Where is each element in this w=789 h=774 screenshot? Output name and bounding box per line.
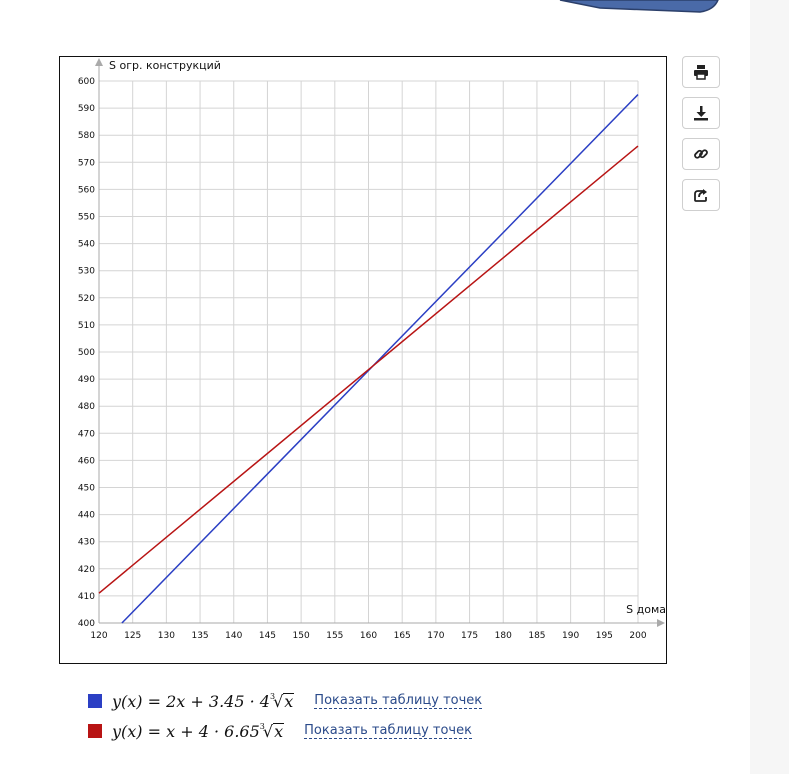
x-axis-label: S дома (626, 603, 666, 616)
y-tick-label: 510 (78, 321, 95, 331)
y-tick-label: 520 (78, 294, 95, 304)
print-icon (694, 65, 708, 80)
legend: y(x) = 2x + 3.45 · 43√x Показать таблицу… (88, 686, 483, 746)
x-tick-label: 190 (562, 631, 579, 641)
x-tick-label: 195 (596, 631, 613, 641)
x-tick-label: 145 (259, 631, 276, 641)
legend-row: y(x) = 2x + 3.45 · 43√x Показать таблицу… (88, 686, 483, 716)
chart-toolbar (682, 56, 722, 220)
show-points-table-link[interactable]: Показать таблицу точек (304, 723, 472, 739)
x-tick-label: 125 (124, 631, 141, 641)
link-icon (694, 149, 708, 159)
x-tick-label: 165 (394, 631, 411, 641)
x-tick-label: 155 (326, 631, 343, 641)
x-tick-label: 150 (293, 631, 310, 641)
show-points-table-link[interactable]: Показать таблицу точек (314, 693, 483, 709)
y-tick-label: 430 (78, 538, 95, 548)
y-tick-label: 490 (78, 375, 95, 385)
x-tick-label: 200 (629, 631, 646, 641)
y-axis-arrow (95, 58, 103, 66)
x-tick-label: 175 (461, 631, 478, 641)
y-tick-label: 540 (78, 240, 95, 250)
legend-swatch-blue (88, 694, 102, 708)
x-tick-label: 185 (528, 631, 545, 641)
y-tick-label: 460 (78, 456, 95, 466)
y-tick-label: 400 (78, 619, 95, 629)
x-tick-label: 120 (90, 631, 107, 641)
chart-svg: 120 125 130 135 140 145 150 155 160 165 170 175 180 1… (78, 58, 666, 641)
legend-formula: y(x) = 2x + 3.45 · 43√x (112, 691, 295, 711)
legend-swatch-red (88, 724, 102, 738)
x-tick-label: 170 (427, 631, 444, 641)
legend-row: y(x) = x + 4 · 6.653√x Показать таблицу … (88, 716, 482, 746)
y-tick-label: 440 (78, 511, 95, 521)
y-tick-label: 470 (78, 429, 95, 439)
y-tick-label: 600 (78, 77, 95, 87)
y-tick-label: 570 (78, 158, 95, 168)
y-tick-label: 560 (78, 185, 95, 195)
y-tick-label: 410 (78, 592, 95, 602)
y-tick-label: 550 (78, 213, 95, 223)
y-tick-label: 500 (78, 348, 95, 358)
x-tick-label: 130 (158, 631, 175, 641)
y-tick-label: 580 (78, 131, 95, 141)
print-button[interactable] (682, 56, 720, 88)
chart-frame: 120 125 130 135 140 145 150 155 160 165 170 175 180 1… (59, 56, 667, 664)
header-shape (559, 0, 719, 13)
series-line (98, 145, 639, 594)
legend-formula: y(x) = x + 4 · 6.653√x (112, 721, 285, 741)
y-tick-label: 590 (78, 104, 95, 114)
share-icon (694, 189, 707, 202)
download-button[interactable] (682, 97, 720, 129)
series-line (121, 94, 639, 624)
y-tick-label: 420 (78, 565, 95, 575)
y-axis-label: S огр. конструкций (109, 59, 221, 72)
x-tick-label: 135 (191, 631, 208, 641)
y-tick-label: 450 (78, 484, 95, 494)
x-tick-label: 180 (495, 631, 512, 641)
link-button[interactable] (682, 138, 720, 170)
x-tick-label: 140 (225, 631, 242, 641)
download-icon (694, 106, 708, 121)
y-tick-label: 530 (78, 267, 95, 277)
y-tick-label: 480 (78, 402, 95, 412)
x-tick-label: 160 (360, 631, 377, 641)
right-background-strip (750, 0, 789, 774)
x-axis-arrow (657, 619, 665, 627)
share-button[interactable] (682, 179, 720, 211)
